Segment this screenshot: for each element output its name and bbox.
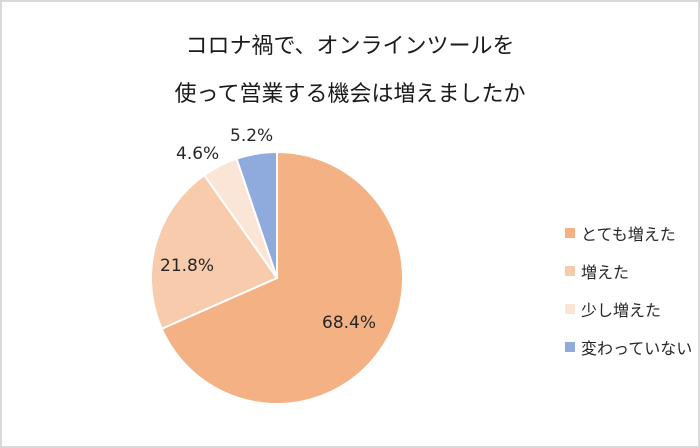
slice-unchanged (235, 150, 278, 279)
legend-label: とても増えた (581, 225, 676, 244)
legend-swatch (565, 304, 575, 314)
chart-legend: とても増えた 増えた 少し増えた 変わっていない (565, 214, 692, 366)
legend-label: 変わっていない (581, 339, 693, 358)
legend-label: 増えた (581, 263, 630, 282)
data-label-unchanged: 5.2% (230, 126, 274, 146)
slice-very-increased (160, 150, 404, 405)
chart-title-line1: コロナ禍で、オンラインツールを (185, 34, 515, 59)
legend-item-increased: 増えた (565, 252, 692, 290)
legend-swatch (565, 266, 575, 276)
data-label-very-increased: 68.4% (322, 313, 377, 333)
legend-item-unchanged: 変わっていない (565, 328, 692, 366)
legend-item-slightly-increased: 少し増えた (565, 290, 692, 328)
legend-swatch (565, 342, 575, 352)
chart-title-line2: 使って営業する機会は増えましたか (174, 82, 526, 107)
data-label-increased: 21.8% (160, 256, 215, 276)
legend-item-very-increased: とても増えた (565, 214, 692, 252)
legend-label: 少し増えた (581, 301, 662, 320)
legend-swatch (565, 228, 575, 238)
slice-increased (150, 173, 279, 331)
data-label-slightly-increased: 4.6% (176, 144, 220, 164)
